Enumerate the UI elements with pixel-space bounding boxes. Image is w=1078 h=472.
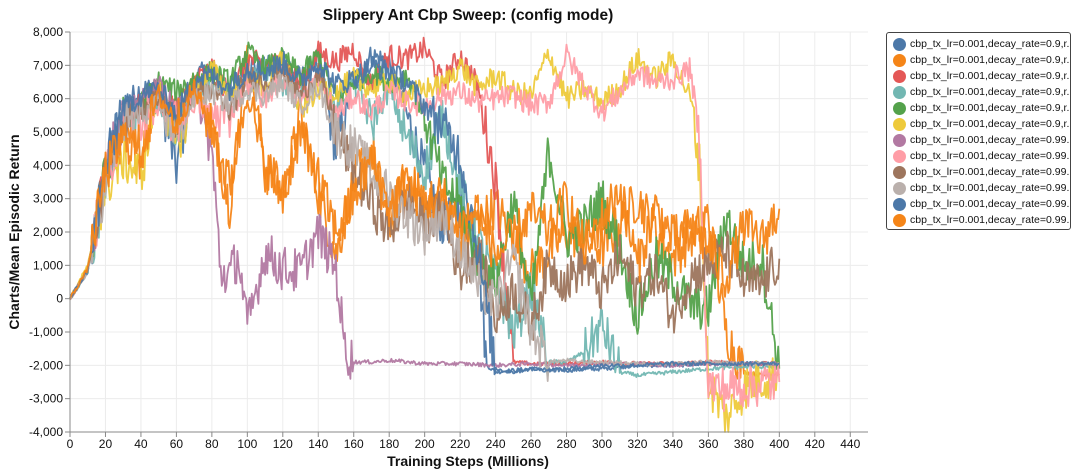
y-tick-label: 1,000 <box>33 258 63 272</box>
x-tick-label: 340 <box>663 437 683 451</box>
y-tick-label: 7,000 <box>33 58 63 72</box>
legend-item: cbp_tx_lr=0.001,decay_rate=0.9,r... <box>893 68 1070 84</box>
x-tick-label: 440 <box>840 437 860 451</box>
x-tick-label: 140 <box>308 437 328 451</box>
legend-swatch <box>893 181 906 195</box>
legend-swatch <box>893 101 906 115</box>
legend-swatch <box>893 85 906 99</box>
x-tick-label: 100 <box>237 437 257 451</box>
x-tick-label: 180 <box>379 437 399 451</box>
y-tick-label: 3,000 <box>33 192 63 206</box>
series-lines <box>69 36 781 433</box>
x-tick-label: 380 <box>734 437 754 451</box>
legend-label: cbp_tx_lr=0.001,decay_rate=0.9,r... <box>910 118 1070 130</box>
legend-item: cbp_tx_lr=0.001,decay_rate=0.99... <box>893 132 1070 148</box>
y-tick-label: -3,000 <box>29 392 63 406</box>
y-tick-label: -1,000 <box>29 325 63 339</box>
chart-title: Slippery Ant Cbp Sweep: (config mode) <box>323 7 614 24</box>
series-line <box>69 78 781 299</box>
x-tick-label: 360 <box>698 437 718 451</box>
legend-swatch <box>893 133 906 147</box>
legend-label: cbp_tx_lr=0.001,decay_rate=0.99... <box>910 134 1070 146</box>
x-tick-label: 80 <box>205 437 219 451</box>
x-tick-label: 420 <box>805 437 825 451</box>
legend-item: cbp_tx_lr=0.001,decay_rate=0.99... <box>893 196 1070 212</box>
legend-item: cbp_tx_lr=0.001,decay_rate=0.9,r... <box>893 36 1070 52</box>
legend-item: cbp_tx_lr=0.001,decay_rate=0.99... <box>893 212 1070 228</box>
legend-label: cbp_tx_lr=0.001,decay_rate=0.99... <box>910 150 1070 162</box>
x-tick-label: 120 <box>273 437 293 451</box>
legend-swatch <box>893 197 906 211</box>
series-line <box>69 50 780 376</box>
legend-label: cbp_tx_lr=0.001,decay_rate=0.9,r... <box>910 102 1070 114</box>
legend-item: cbp_tx_lr=0.001,decay_rate=0.9,r... <box>893 116 1070 132</box>
legend-swatch <box>893 117 906 131</box>
x-tick-label: 400 <box>769 437 789 451</box>
x-tick-label: 20 <box>99 437 113 451</box>
y-tick-label: 8,000 <box>33 25 63 39</box>
legend-item: cbp_tx_lr=0.001,decay_rate=0.99... <box>893 148 1070 164</box>
y-tick-label: 4,000 <box>33 158 63 172</box>
x-tick-label: 300 <box>592 437 612 451</box>
y-tick-label: -2,000 <box>29 358 63 372</box>
x-tick-label: 0 <box>67 437 74 451</box>
legend-swatch <box>893 37 906 51</box>
y-tick-label: 5,000 <box>33 125 63 139</box>
y-tick-label: 2,000 <box>33 225 63 239</box>
x-tick-label: 320 <box>627 437 647 451</box>
y-tick-label: 0 <box>56 292 63 306</box>
legend-label: cbp_tx_lr=0.001,decay_rate=0.99... <box>910 198 1070 210</box>
legend-label: cbp_tx_lr=0.001,decay_rate=0.99... <box>910 182 1070 194</box>
legend-label: cbp_tx_lr=0.001,decay_rate=0.9,r... <box>910 70 1070 82</box>
legend-label: cbp_tx_lr=0.001,decay_rate=0.99... <box>910 166 1070 178</box>
legend-label: cbp_tx_lr=0.001,decay_rate=0.9,r... <box>910 54 1070 66</box>
legend-swatch <box>893 69 906 83</box>
x-axis-title: Training Steps (Millions) <box>387 453 549 469</box>
x-tick-label: 260 <box>521 437 541 451</box>
legend-item: cbp_tx_lr=0.001,decay_rate=0.99... <box>893 164 1070 180</box>
x-tick-label: 200 <box>415 437 435 451</box>
legend-swatch <box>893 53 906 67</box>
x-tick-label: 280 <box>557 437 577 451</box>
legend: cbp_tx_lr=0.001,decay_rate=0.9,r... cbp_t… <box>886 32 1071 230</box>
legend-item: cbp_tx_lr=0.001,decay_rate=0.99... <box>893 180 1070 196</box>
x-tick-label: 240 <box>486 437 506 451</box>
legend-item: cbp_tx_lr=0.001,decay_rate=0.9,r... <box>893 100 1070 116</box>
legend-label: cbp_tx_lr=0.001,decay_rate=0.99... <box>910 214 1070 226</box>
y-tick-label: 6,000 <box>33 92 63 106</box>
y-axis-title: Charts/Mean Episodic Return <box>6 134 22 329</box>
legend-swatch <box>893 149 906 163</box>
x-tick-label: 160 <box>344 437 364 451</box>
x-tick-label: 220 <box>450 437 470 451</box>
legend-item: cbp_tx_lr=0.001,decay_rate=0.9,r... <box>893 52 1070 68</box>
legend-label: cbp_tx_lr=0.001,decay_rate=0.9,r... <box>910 38 1070 50</box>
legend-swatch <box>893 213 906 227</box>
y-tick-label: -4,000 <box>29 425 63 439</box>
legend-item: cbp_tx_lr=0.001,decay_rate=0.9,r... <box>893 84 1070 100</box>
legend-swatch <box>893 165 906 179</box>
x-tick-label: 40 <box>134 437 148 451</box>
axes: 0 20 40 60 80 100 120 140 160 180 200 220 240 260 280 3… <box>29 25 868 451</box>
legend-label: cbp_tx_lr=0.001,decay_rate=0.9,r... <box>910 86 1070 98</box>
x-tick-label: 60 <box>170 437 184 451</box>
